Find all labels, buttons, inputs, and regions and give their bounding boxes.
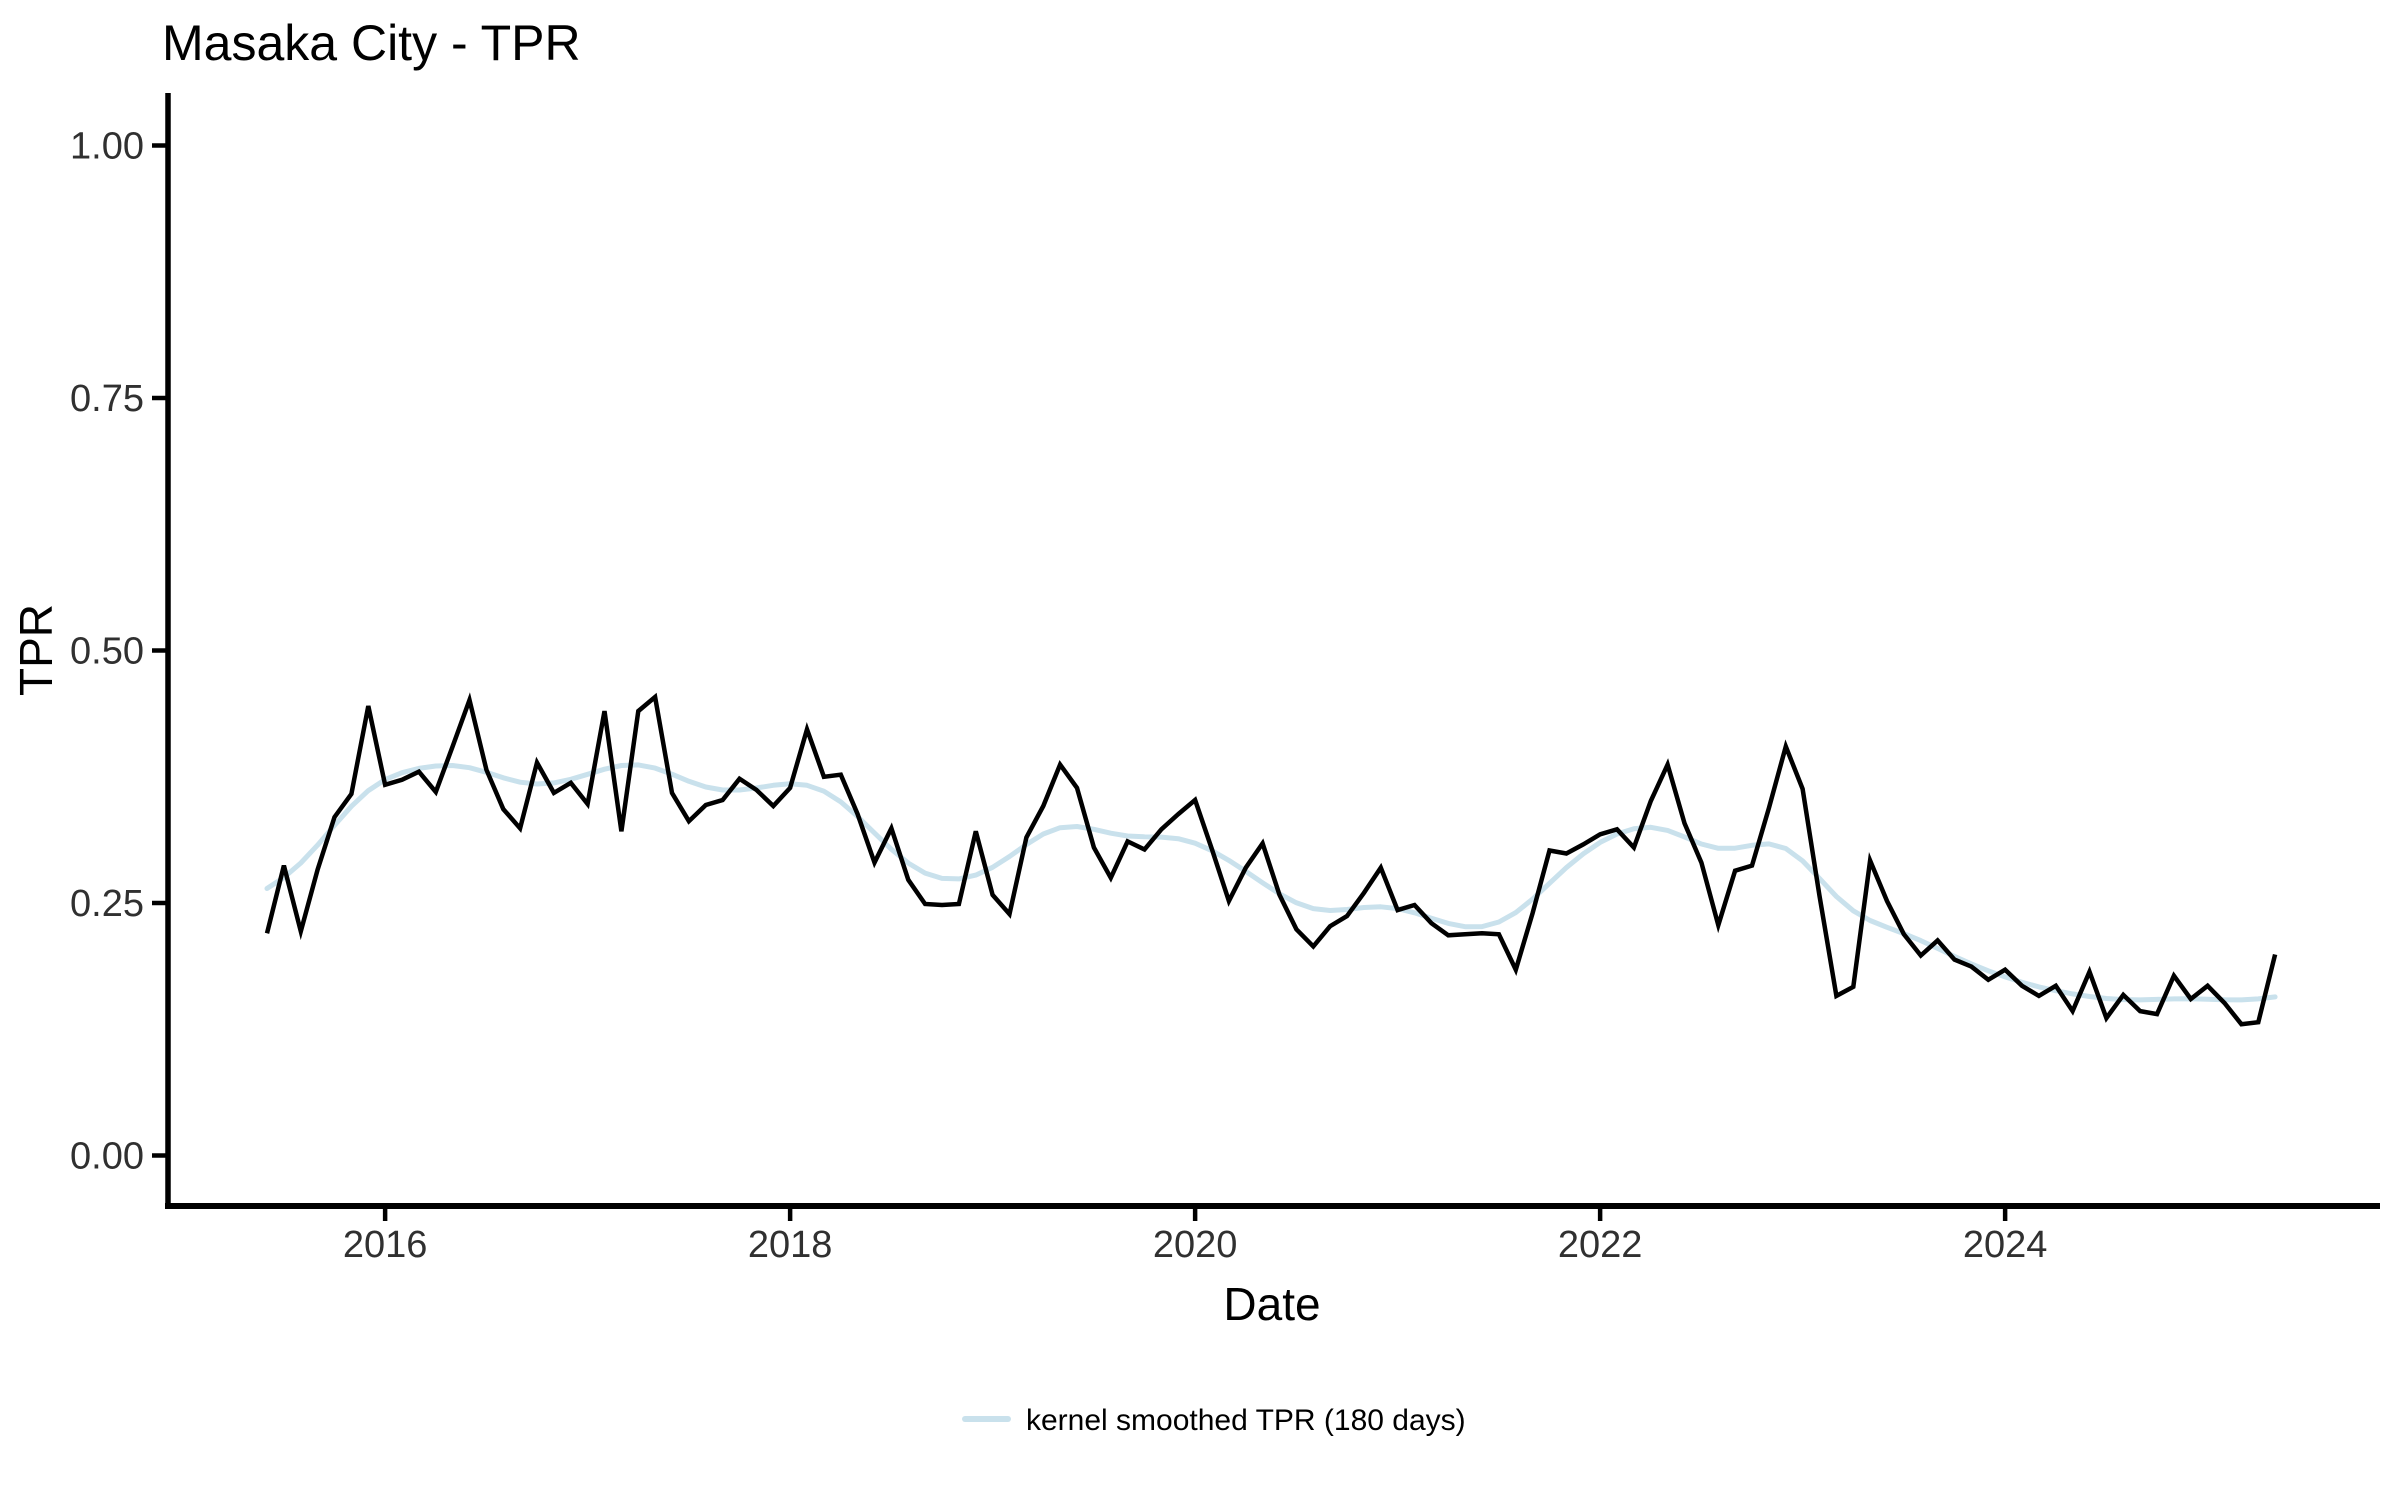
x-tick-label: 2018 <box>748 1224 833 1266</box>
x-tick-label: 2020 <box>1153 1224 1238 1266</box>
y-tick-label: 1.00 <box>70 126 144 168</box>
legend: kernel smoothed TPR (180 days) <box>962 1404 1466 1437</box>
chart-title: Masaka City - TPR <box>162 15 581 71</box>
y-tick-label: 0.75 <box>70 378 144 420</box>
x-tick-label: 2022 <box>1558 1224 1643 1266</box>
x-tick-label: 2024 <box>1963 1224 2048 1266</box>
y-tick-label: 0.25 <box>70 883 144 925</box>
y-tick-label: 0.00 <box>70 1136 144 1178</box>
x-axis-ticks: 2016 2018 2020 2022 2024 <box>343 1206 2048 1266</box>
x-axis-title: Date <box>1223 1278 1320 1330</box>
x-tick-label: 2016 <box>343 1224 428 1266</box>
y-tick-label: 0.50 <box>70 631 144 673</box>
y-axis-ticks: 0.00 0.25 0.50 0.75 1.00 <box>70 126 168 1178</box>
legend-label: kernel smoothed TPR (180 days) <box>1026 1404 1466 1437</box>
monthly-tpr-line <box>264 692 2278 1027</box>
y-axis-title: TPR <box>10 604 62 696</box>
kernel-smoothed-tpr-line <box>264 762 2278 1003</box>
